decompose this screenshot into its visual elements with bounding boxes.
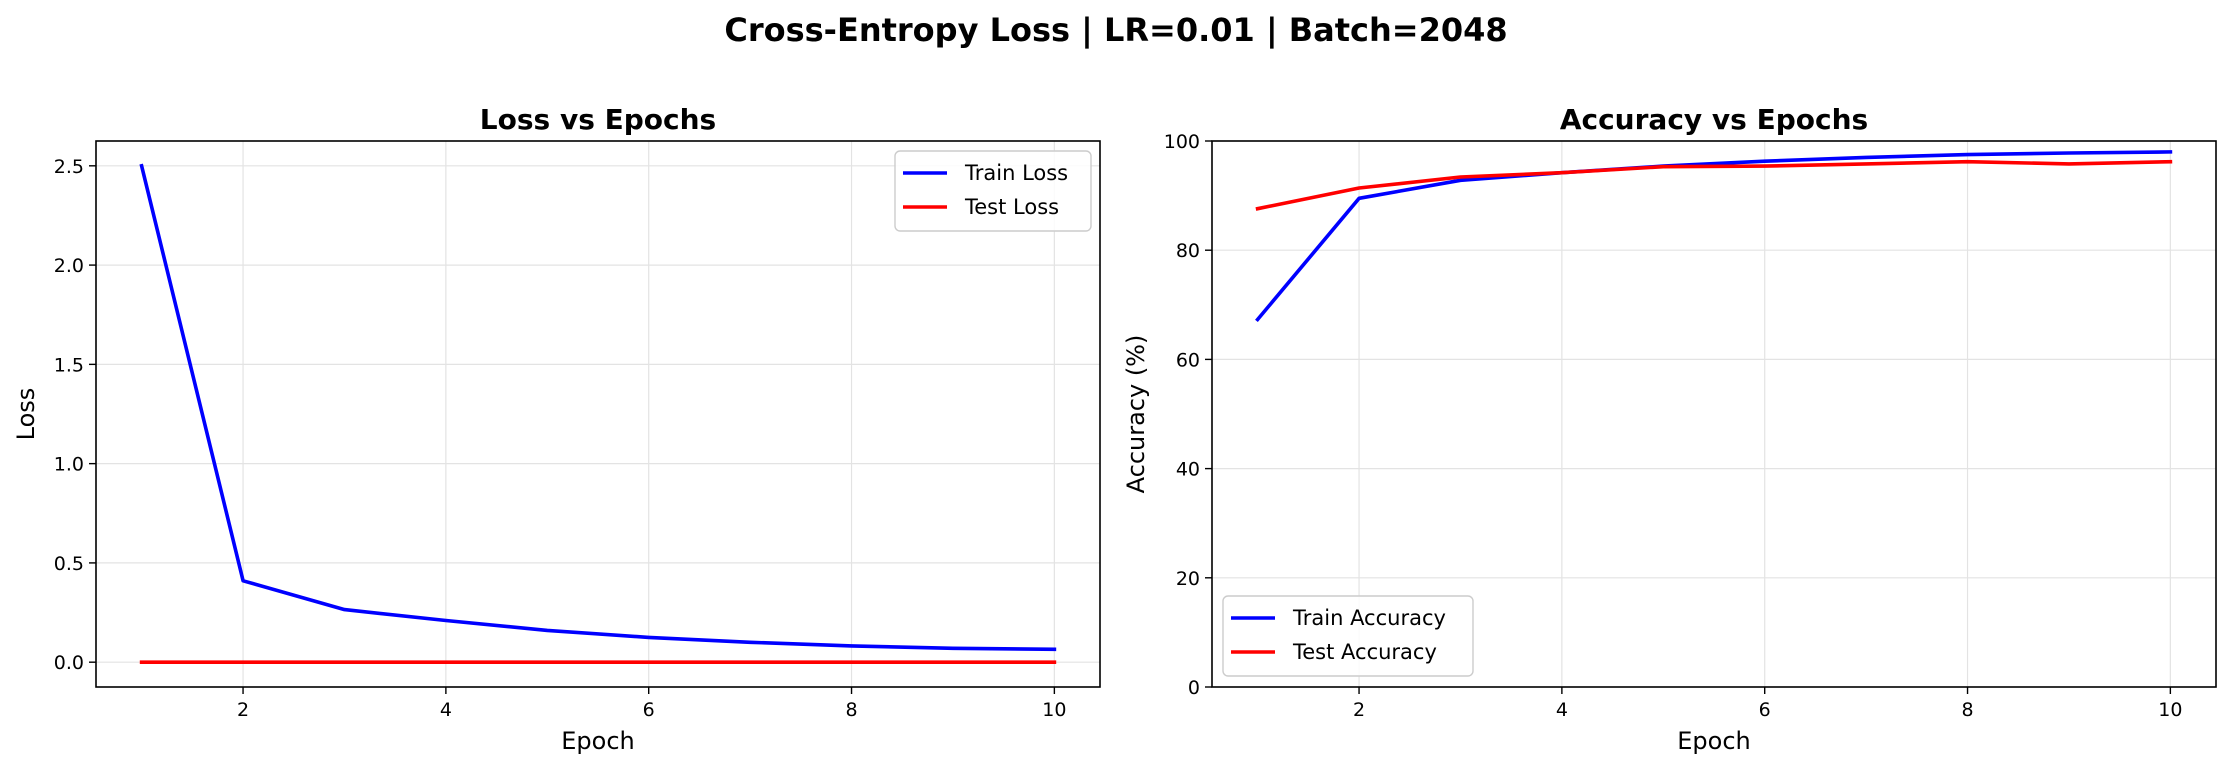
loss-chart-y-tick-label: 0.5 <box>54 553 84 575</box>
accuracy-chart-series-train-accuracy <box>1255 150 2173 323</box>
loss-chart-x-tick-label: 8 <box>845 699 857 721</box>
loss-chart-frame <box>95 140 1101 688</box>
accuracy-chart-y-tick-label: 60 <box>1176 349 1200 371</box>
accuracy-chart-x-tick-label: 6 <box>1759 699 1771 721</box>
loss-chart-title: Loss vs Epochs <box>480 103 716 136</box>
loss-chart-y-tick-label: 1.0 <box>54 454 84 476</box>
accuracy-chart-legend: Train Accuracy Test Accuracy <box>1222 595 1474 677</box>
accuracy-chart-legend-box <box>1222 595 1474 677</box>
loss-chart-x-tick-label: 4 <box>440 699 452 721</box>
loss-chart-y-tick-label: 2.5 <box>54 156 84 178</box>
accuracy-chart-y-tick-label: 80 <box>1176 240 1200 262</box>
accuracy-chart-y-tick-label: 100 <box>1164 131 1200 153</box>
accuracy-chart-legend-label-train-accuracy: Train Accuracy <box>1292 606 1446 630</box>
accuracy-chart-x-tick-label: 2 <box>1353 699 1365 721</box>
loss-chart-y-tick-label: 2.0 <box>54 255 84 277</box>
loss-chart: 2 4 6 8 100.00.51.01.52.02.5 Loss vs Epochs … <box>12 103 1101 755</box>
loss-chart-x-tick-label: 10 <box>1042 699 1066 721</box>
accuracy-chart-series-test-accuracy <box>1255 159 2173 211</box>
loss-chart-y-tick-label: 0.0 <box>54 652 84 674</box>
loss-chart-x-axis-label: Epoch <box>561 727 635 755</box>
accuracy-chart-frame <box>1211 140 2217 688</box>
loss-chart-legend: Train Loss Test Loss <box>894 150 1092 232</box>
accuracy-chart-y-axis-label: Accuracy (%) <box>1122 335 1150 494</box>
accuracy-chart-legend-label-test-accuracy: Test Accuracy <box>1292 640 1437 664</box>
loss-chart-x-tick-label: 2 <box>237 699 249 721</box>
figure-suptitle: Cross-Entropy Loss | LR=0.01 | Batch=204… <box>724 11 1507 50</box>
accuracy-chart-x-tick-label: 8 <box>1961 699 1973 721</box>
accuracy-chart-y-tick-label: 20 <box>1176 568 1200 590</box>
loss-chart-series-train-loss <box>139 163 1057 652</box>
loss-chart-legend-box <box>894 150 1092 232</box>
accuracy-chart-y-tick-label: 40 <box>1176 459 1200 481</box>
accuracy-chart-x-axis-label: Epoch <box>1677 727 1751 755</box>
accuracy-chart-x-tick-label: 10 <box>2158 699 2182 721</box>
loss-chart-legend-label-test-loss: Test Loss <box>964 195 1059 219</box>
loss-chart-legend-label-train-loss: Train Loss <box>964 161 1068 185</box>
loss-chart-x-tick-label: 6 <box>643 699 655 721</box>
accuracy-chart-y-tick-label: 0 <box>1188 677 1200 699</box>
accuracy-chart-x-tick-label: 4 <box>1556 699 1568 721</box>
loss-chart-y-tick-label: 1.5 <box>54 354 84 376</box>
accuracy-chart-title: Accuracy vs Epochs <box>1560 103 1868 136</box>
loss-chart-y-axis-label: Loss <box>12 388 40 441</box>
